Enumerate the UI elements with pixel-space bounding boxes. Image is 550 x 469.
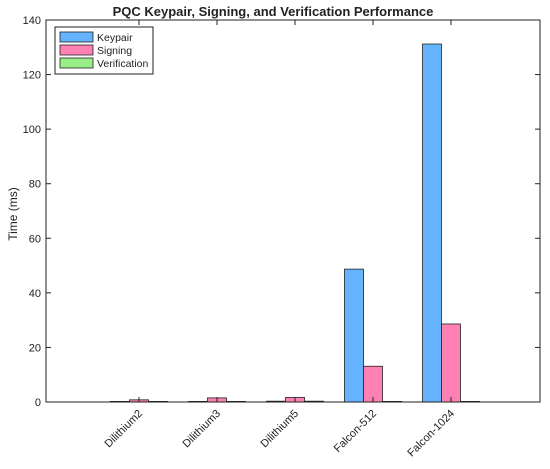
- chart-title: PQC Keypair, Signing, and Verification P…: [113, 4, 434, 19]
- y-tick-label: 20: [29, 342, 41, 354]
- legend-swatch-signing: [59, 44, 94, 56]
- x-tick-label: Dilithium3: [180, 408, 223, 451]
- y-tick-label: 100: [23, 124, 41, 136]
- x-tick-label: Dilithium2: [102, 408, 145, 451]
- legend-swatch-verification: [59, 57, 94, 69]
- bar-signing-falcon-512: [363, 365, 383, 403]
- y-tick-label: 80: [29, 179, 41, 191]
- y-axis-label: Time (ms): [6, 187, 20, 241]
- x-tick-label: Dilithium5: [258, 408, 301, 451]
- ticks-layer: 0 20 40 60 80 100 120 140 Dilithium2 Dilithium3 Di…: [23, 15, 540, 459]
- bar-keypair-falcon-512: [344, 268, 364, 403]
- legend-swatch-keypair: [59, 31, 94, 43]
- x-tick-label: Falcon-512: [332, 408, 379, 455]
- x-tick-label: Falcon-1024: [405, 408, 457, 460]
- legend-label-signing: Signing: [97, 45, 132, 57]
- plot-area-frame: [45, 19, 541, 403]
- y-tick-label: 0: [35, 397, 41, 409]
- bars-layer: [110, 43, 480, 403]
- y-tick-label: 40: [29, 288, 41, 300]
- y-tick-label: 60: [29, 233, 41, 245]
- bar-signing-falcon-1024: [441, 323, 461, 403]
- y-tick-label: 140: [23, 15, 41, 27]
- legend-label-verification: Verification: [97, 58, 149, 70]
- bar-keypair-falcon-1024: [422, 43, 442, 403]
- legend-label-keypair: Keypair: [97, 32, 133, 44]
- y-tick-label: 120: [23, 70, 41, 82]
